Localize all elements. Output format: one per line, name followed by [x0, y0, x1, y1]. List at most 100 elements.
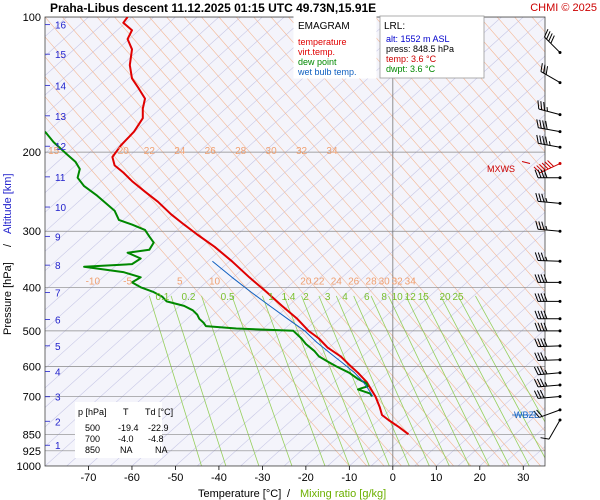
mixing-ratio-label: 20: [439, 292, 451, 303]
wind-barb-dot: [558, 418, 562, 422]
wind-barb-dot: [558, 259, 562, 263]
wind-barb-flag: [543, 293, 548, 302]
wind-barb-flag: [543, 169, 548, 178]
wind-barb-dot: [558, 145, 562, 149]
isotherm-line: [45, 17, 437, 369]
isotherm-line: [45, 17, 328, 272]
wind-barb-staff: [538, 372, 561, 376]
adiabat-line: [131, 17, 524, 466]
adiabat-line: [270, 17, 545, 332]
wind-barb-dot: [558, 176, 562, 180]
lrl-temp: temp: 3.6 °C: [386, 54, 437, 64]
x-tick-label: -20: [298, 472, 314, 484]
adiabat-label: 24: [174, 146, 186, 157]
altitude-tick-label: 5: [55, 342, 61, 353]
isotherm-line: [45, 17, 241, 194]
wind-barb-flag: [546, 31, 551, 40]
wind-barb-flag: [547, 160, 555, 167]
y-axis-title-altitude: Altitude [km]: [2, 173, 14, 234]
copyright: CHMI © 2025: [530, 2, 597, 14]
wind-barb-flag: [537, 169, 542, 178]
wind-barb-flag: [540, 274, 545, 283]
adiabat-line: [323, 17, 545, 272]
altitude-tick-label: 13: [55, 112, 67, 123]
altitude-tick-label: 2: [55, 417, 61, 428]
mixing-ratio-line: [370, 295, 450, 466]
wind-barb-half-flag: [545, 256, 548, 261]
wind-barb-flag: [534, 252, 539, 261]
wind-barb-staff: [538, 127, 561, 133]
isotherm-line: [45, 17, 545, 466]
isotherm-line: [349, 289, 545, 466]
legend-temperature: temperature: [298, 37, 347, 47]
isotherm-line: [283, 231, 545, 466]
wind-barb: [536, 119, 562, 134]
table-cell: -4.0: [118, 434, 134, 444]
wind-barb-staff: [538, 200, 561, 204]
wind-barb-flag: [540, 322, 545, 332]
isotherm-line: [88, 55, 545, 466]
pressure-tick-label: 1000: [17, 461, 41, 473]
legend-box: [293, 15, 377, 79]
table-cell: 850: [85, 445, 100, 455]
mixing-ratio-line: [262, 295, 326, 466]
wind-barb: [535, 193, 562, 205]
wind-barb: [533, 408, 562, 418]
wind-barb: [543, 29, 562, 55]
chart-grid: [44, 16, 600, 467]
x-axis-title-temperature: Temperature [°C]: [198, 488, 281, 500]
isotherm-line: [567, 17, 600, 466]
wind-barb-half-flag: [545, 225, 548, 231]
isotherm-line: [45, 17, 263, 213]
isotherm-line: [436, 367, 545, 466]
x-tick-label: 0: [390, 472, 396, 484]
mxws-indicator: [521, 161, 531, 165]
wind-barb-flag: [541, 221, 545, 230]
wind-barb-flag: [539, 119, 542, 129]
table-cell: -19.4: [118, 423, 139, 433]
adiabat-label: 34: [326, 146, 338, 157]
wind-barb-flag: [545, 136, 548, 146]
adiabat-line: [236, 17, 545, 372]
wind-barb-staff: [538, 395, 561, 399]
wind-barb-staff: [537, 260, 561, 262]
isotherm-line: [45, 17, 394, 330]
wind-barb-flag: [544, 161, 552, 169]
mixing-ratio-label: 15: [418, 292, 430, 303]
isotherm-line: [153, 114, 545, 466]
wind-barb-flag: [537, 322, 542, 332]
wind-barb-flag: [537, 252, 542, 261]
wind-barb-half-flag: [544, 356, 548, 361]
wind-barb-flag: [543, 310, 548, 319]
wind-barbs: [533, 29, 562, 440]
x-tick-label: -10: [341, 472, 357, 484]
wind-barb-flag: [535, 220, 539, 230]
wind-barb-staff: [538, 384, 561, 388]
adiabat-line: [392, 17, 545, 193]
adiabat-label: 32: [296, 146, 308, 157]
isotherm-line: [45, 17, 285, 233]
isotherm-line: [45, 17, 350, 291]
wind-barb-dot: [558, 280, 562, 284]
adiabat-line: [149, 17, 541, 466]
isotherm-line: [45, 17, 307, 252]
wind-barb-flag: [539, 366, 545, 375]
legend-virt-temp: virt.temp.: [298, 47, 335, 57]
wind-barb-half-flag: [544, 369, 548, 375]
isotherm-line: [45, 17, 176, 135]
wind-barb-staff: [538, 228, 561, 232]
mixing-ratio-line: [335, 295, 410, 466]
wind-barb-dot: [558, 317, 562, 321]
table-cell: 500: [85, 423, 100, 433]
altitude-tick-label: 6: [55, 316, 61, 327]
x-tick-label: -30: [254, 472, 270, 484]
wind-barb-flag: [537, 274, 542, 283]
wind-barb-flag: [536, 378, 542, 387]
mixing-ratio-label: 1: [268, 292, 274, 303]
wind-barb-flag: [534, 293, 539, 302]
wind-barb-flag: [541, 193, 545, 203]
wind-barb: [533, 378, 562, 388]
adiabat-label: 20: [300, 276, 312, 287]
wind-barb-staff: [544, 36, 561, 53]
altitude-tick-label: 16: [55, 21, 67, 32]
